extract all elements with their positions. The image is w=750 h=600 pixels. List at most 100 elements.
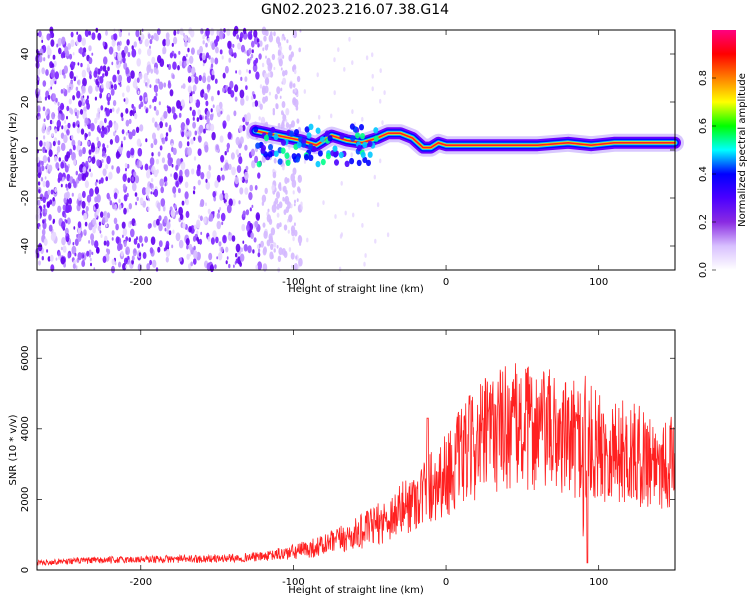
heatmap-cell: [42, 80, 47, 87]
heatmap-cell: [184, 40, 188, 48]
heatmap-cell: [278, 201, 283, 209]
heatmap-cell: [82, 77, 87, 87]
heatmap-cell: [170, 173, 173, 177]
heatmap-cell: [178, 239, 184, 249]
heatmap-cell: [264, 44, 269, 51]
heatmap-cell: [192, 121, 197, 129]
heatmap-cell: [128, 32, 131, 36]
heatmap-cell: [233, 110, 237, 117]
ridge-blob: [338, 151, 344, 159]
heatmap-cell: [249, 184, 253, 192]
heatmap-cell: [45, 141, 50, 149]
heatmap-cell: [77, 124, 80, 128]
heatmap-cell: [371, 52, 374, 58]
ridge-blob: [296, 141, 302, 149]
heatmap-cell: [101, 159, 104, 164]
heatmap-cell: [215, 236, 219, 244]
heatmap-cell: [187, 147, 193, 156]
heatmap-cell: [300, 201, 303, 207]
heatmap-cell: [258, 116, 261, 121]
heatmap-cell: [111, 230, 115, 236]
heatmap-cell: [66, 151, 71, 159]
heatmap-cell: [207, 208, 211, 215]
heatmap-cell: [59, 102, 65, 111]
heatmap-cell: [125, 265, 127, 269]
heatmap-cell: [41, 35, 44, 40]
heatmap-cell: [77, 221, 82, 229]
heatmap-cell: [296, 75, 301, 83]
heatmap-cell: [113, 83, 118, 90]
heatmap-cell: [196, 230, 199, 235]
heatmap-cell: [61, 36, 66, 45]
heatmap-cell: [219, 207, 222, 211]
heatmap-cell: [119, 243, 123, 250]
heatmap-cell: [45, 208, 48, 214]
heatmap-cell: [228, 87, 232, 94]
heatmap-cell: [124, 97, 129, 105]
heatmap-cell: [288, 44, 292, 51]
heatmap-cell: [193, 190, 196, 195]
heatmap-cell: [178, 188, 181, 194]
heatmap-cell: [97, 32, 102, 41]
heatmap-cell: [77, 228, 81, 235]
heatmap-cell: [206, 83, 211, 91]
heatmap-cell: [381, 120, 384, 125]
heatmap-cell: [66, 217, 71, 225]
heatmap-cell: [128, 203, 132, 210]
heatmap-cell: [110, 35, 114, 40]
ridge-blob: [270, 126, 276, 134]
heatmap-cell: [39, 48, 44, 56]
heatmap-cell: [147, 33, 151, 39]
heatmap-cell: [90, 262, 92, 267]
ridge-blob: [281, 139, 286, 146]
heatmap-cell: [212, 211, 215, 215]
heatmap-cell: [51, 112, 56, 120]
heatmap-cell: [194, 130, 198, 136]
heatmap-cell: [66, 186, 69, 191]
heatmap-cell: [47, 189, 51, 196]
heatmap-cell: [282, 114, 287, 122]
heatmap-cell: [60, 113, 65, 121]
heatmap-cell: [94, 117, 98, 124]
heatmap-cell: [123, 194, 128, 202]
heatmap-cell: [190, 29, 195, 38]
heatmap-cell: [255, 212, 260, 221]
heatmap-cell: [118, 31, 122, 38]
y-tick-label: 40: [20, 48, 31, 61]
heatmap-cell: [91, 251, 94, 255]
heatmap-cell: [218, 241, 222, 247]
heatmap-cell: [151, 165, 156, 174]
heatmap-cell: [348, 36, 351, 42]
heatmap-cell: [172, 74, 175, 80]
heatmap-cell: [161, 137, 166, 145]
heatmap-cell: [103, 127, 108, 135]
heatmap-cell: [193, 136, 196, 141]
heatmap-cell: [291, 264, 293, 269]
heatmap-cell: [63, 213, 67, 219]
heatmap-cell: [94, 203, 97, 208]
heatmap-cell: [156, 28, 161, 36]
heatmap-cell: [41, 256, 44, 261]
heatmap-cell: [205, 52, 210, 59]
heatmap-cell: [351, 60, 354, 65]
heatmap-cell: [169, 157, 173, 164]
heatmap-cell: [268, 91, 271, 96]
heatmap-cell: [169, 89, 174, 97]
heatmap-cell: [239, 136, 244, 144]
heatmap-cell: [273, 66, 276, 71]
heatmap-cell: [131, 255, 135, 261]
heatmap-cell: [74, 238, 79, 246]
heatmap-cell: [128, 131, 133, 140]
heatmap-cell: [207, 88, 210, 93]
heatmap-cell: [138, 104, 142, 110]
ridge-blob: [304, 126, 310, 133]
heatmap-cell: [180, 122, 186, 131]
heatmap-cell: [159, 145, 163, 151]
heatmap-cell: [141, 243, 144, 247]
heatmap-cell: [190, 138, 194, 145]
heatmap-cell: [221, 221, 224, 226]
heatmap-cell: [106, 248, 109, 253]
heatmap-cell: [88, 249, 92, 256]
heatmap-cell: [133, 238, 138, 245]
